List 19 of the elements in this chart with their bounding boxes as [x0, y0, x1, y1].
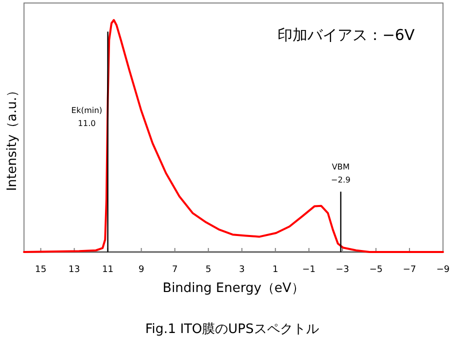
x-tick-label: −1 — [302, 265, 316, 275]
x-tick-label: 5 — [205, 265, 212, 275]
x-tick-label: −5 — [369, 265, 383, 275]
x-tick-label: 11 — [102, 265, 114, 275]
ref-line-label: VBM −2.9 — [331, 162, 350, 185]
x-tick-label: 7 — [172, 265, 178, 275]
x-axis-title: Binding Energy（eV） — [162, 281, 304, 296]
ref-line-label: Ek(min) 11.0 — [71, 106, 102, 128]
x-tick-label: 13 — [68, 265, 80, 275]
x-tick-label: −9 — [436, 265, 450, 275]
annotation: 印加バイアス：−6V — [277, 26, 416, 44]
x-tick-label: 15 — [35, 265, 46, 275]
x-tick-label: 3 — [239, 265, 245, 275]
x-tick-label: 1 — [272, 265, 278, 275]
x-tick-label: −7 — [402, 265, 416, 275]
x-tick-label: −3 — [336, 265, 350, 275]
caption: Fig.1 ITO膜のUPSスペクトル — [145, 322, 319, 337]
y-axis-title: Intensity（a.u.） — [5, 84, 20, 192]
x-tick-label: 9 — [138, 265, 144, 275]
